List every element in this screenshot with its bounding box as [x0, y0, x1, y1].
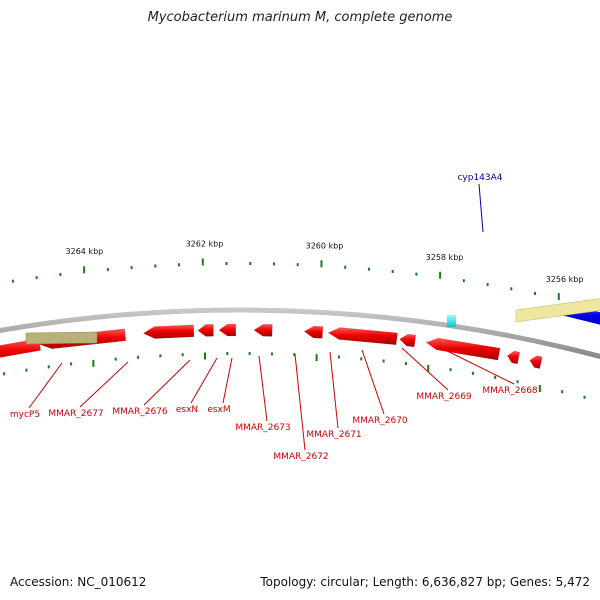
gene-label-connector	[294, 353, 306, 451]
gene-label-connector	[401, 347, 449, 391]
gene-label-MMAR_2669: MMAR_2669	[416, 392, 472, 402]
scale-label: 3264 kbp	[66, 247, 104, 256]
scale-label: 3260 kbp	[306, 241, 344, 250]
gene-label-MMAR_2668: MMAR_2668	[482, 386, 538, 396]
reverse-gene-arrow	[218, 323, 237, 337]
reverse-gene-arrow	[303, 325, 324, 339]
backbone-line	[0, 307, 600, 360]
scale-label: 3258 kbp	[426, 253, 464, 262]
gene-label-mycP5: mycP5	[10, 410, 40, 420]
gene-label-MMAR_2672: MMAR_2672	[273, 452, 328, 462]
gene-label-connector	[143, 359, 191, 406]
pale-feature	[515, 298, 600, 323]
topology-text: Topology: circular; Length: 6,636,827 bp…	[260, 575, 590, 589]
gene-label-connector	[478, 183, 484, 233]
gene-label-connector	[329, 351, 339, 429]
scale-label: 3256 kbp	[546, 275, 584, 284]
gene-label-connector	[222, 357, 233, 404]
gene-label-connector	[361, 349, 385, 415]
gene-label-MMAR_2673: MMAR_2673	[235, 423, 290, 433]
gene-label-esxM: esxM	[207, 405, 230, 415]
map-title: Mycobacterium marinum M, complete genome	[147, 10, 453, 25]
genome-backbone	[0, 307, 600, 360]
khaki-feature	[25, 331, 98, 345]
reverse-gene-arrow	[529, 355, 543, 369]
gene-label-connector	[436, 345, 515, 385]
gene-label-esxN: esxN	[176, 405, 198, 415]
reverse-gene-arrow	[425, 337, 501, 361]
gene-label-connector	[258, 355, 268, 422]
gene-label-connector	[79, 361, 129, 408]
gene-label-MMAR_2677: MMAR_2677	[48, 409, 103, 419]
cyan-feature	[447, 315, 456, 327]
reverse-gene-arrow	[253, 323, 273, 337]
gene-label-MMAR_2676: MMAR_2676	[112, 407, 168, 417]
reverse-gene-arrow	[197, 323, 214, 337]
gene-label-connector	[28, 362, 63, 409]
gene-label-MMAR_2671: MMAR_2671	[306, 430, 361, 440]
reverse-gene-arrow	[399, 333, 417, 348]
reverse-gene-arrow	[507, 350, 521, 365]
gene-label-cyp143A4: cyp143A4	[457, 173, 502, 183]
gene-label-MMAR_2670: MMAR_2670	[352, 416, 408, 426]
scale-label: 3262 kbp	[186, 239, 224, 248]
outer-tick-ring	[11, 258, 584, 306]
reverse-gene-arrow	[142, 324, 195, 339]
accession-text: Accession: NC_010612	[10, 575, 147, 589]
inner-tick-ring	[3, 352, 586, 399]
reverse-gene-arrow	[327, 327, 398, 346]
gene-label-connector	[190, 357, 218, 404]
gene-track	[0, 298, 600, 369]
